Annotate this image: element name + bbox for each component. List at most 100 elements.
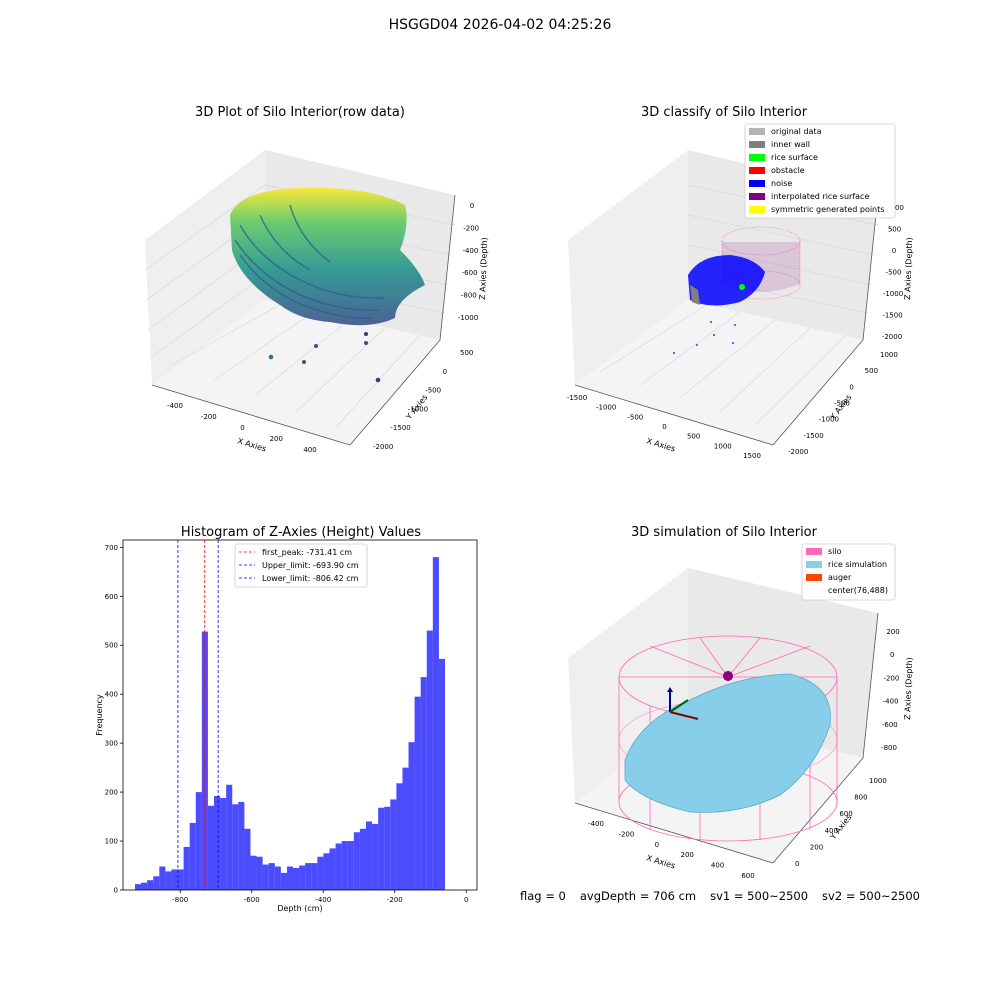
classify-legend-label: interpolated rice surface [771,192,869,201]
sv2-text: sv2 = 500~2500 [822,889,920,903]
status-footer: flag = 0 avgDepth = 706 cm sv1 = 500~2500 s… [520,889,934,903]
classify-z-tick-label: -1000 [883,290,903,298]
simulation-x-label: X Axies [645,853,676,870]
simulation-panel: 3D simulation of Silo Interior -400 -200 0… [568,525,914,880]
figure-title: HSGGD04 2026-04-02 04:25:26 [388,17,612,33]
simulation-x-tick-label: -400 [588,820,604,828]
classify-legend-swatch [749,180,765,187]
histogram-y-tick-label: 500 [105,642,118,650]
raw-z-tick-label: -800 [461,292,477,300]
histogram-bar [390,799,397,890]
flag-text: flag = 0 [520,889,566,903]
raw-x-tick-label: 200 [270,435,283,443]
histogram-bar [171,869,178,890]
histogram-bar [353,832,360,890]
simulation-y-tick-label: 800 [854,794,867,802]
raw-point-cloud [230,187,425,326]
histogram-bar [177,869,184,890]
classify-grid [599,184,879,426]
classify-y-tick-label: -1000 [819,416,839,424]
histogram-legend-entries: first_peak: -731.41 cm Upper_limit: -693.… [239,548,359,583]
classify-y-tick-label: 0 [849,383,853,391]
histogram-threshold-lines [177,540,219,890]
histogram-bar [238,801,245,890]
raw-y-tick-label: -500 [425,387,441,395]
histogram-legend [234,543,368,588]
classify-panel: 3D classify of Silo Interior -1500 -1000 [567,105,914,460]
histogram-y-label: Frequency [95,694,104,736]
simulation-legend-swatch [806,548,822,555]
histogram-bar [329,848,336,890]
classify-z-tick-label: -1500 [882,312,902,320]
histogram-bar [280,872,287,890]
classify-y-tick-label: 500 [865,367,878,375]
histogram-bar [195,792,202,890]
histogram-bar [250,855,257,890]
classify-legend-label: original data [771,127,822,136]
simulation-z-tick-label: 200 [886,628,899,636]
raw-x-label: X Axies [236,436,267,453]
histogram-x-label: Depth (cm) [277,904,322,913]
classify-legend-swatch [749,154,765,161]
classify-y-tick-label: -2000 [788,448,808,456]
histogram-bar [134,884,142,890]
histogram-bar [232,804,239,890]
histogram-bar [293,867,300,890]
simulation-y-tick-label: 0 [795,860,799,868]
classify-legend-swatch [749,193,765,200]
simulation-legend-swatch [806,561,822,568]
raw-z-tick-label: -600 [462,269,478,277]
simulation-x-tick-label: 600 [741,872,754,880]
raw-x-tick-label: 400 [303,446,316,454]
classify-inner-wall-points [690,285,700,305]
histogram-y-tick-label: 600 [105,593,118,601]
classify-pane-floor [575,300,863,445]
raw-z-tick-label: 0 [470,202,474,210]
classify-z-tick-label: -500 [886,269,902,277]
raw-z-label: Z Axies (Depth) [478,237,489,300]
histogram-bar [226,784,233,890]
simulation-x-tick-label: -200 [618,830,634,838]
classify-z-label: Z Axies (Depth) [903,237,914,300]
classify-legend-entries: original data inner wall rice surface obsta… [749,127,884,214]
classify-pane-back-left [568,150,688,385]
histogram-bar [147,880,154,890]
simulation-z-tick-label: -600 [882,721,898,729]
histogram-bar [299,865,306,890]
histogram-bar [414,696,421,890]
classify-legend-swatch [749,128,765,135]
histogram-bar [408,742,415,890]
simulation-y-tick-label: 200 [810,843,823,851]
raw-scan-rings [234,204,386,319]
classify-legend-label: noise [771,179,792,188]
classify-x-tick-label: 1000 [714,442,732,450]
simulation-y-tick-label: 400 [825,827,838,835]
simulation-z-tick-label: 0 [890,651,894,659]
simulation-panel-title: 3D simulation of Silo Interior [631,525,818,540]
histogram-title: Histogram of Z-Axies (Height) Values [181,525,421,540]
classify-x-tick-label: 1500 [743,452,761,460]
classify-noise-outliers [673,321,736,354]
histogram-bar [378,807,385,890]
histogram-x-tick-label: -800 [172,896,188,904]
histogram-bar [153,876,160,890]
simulation-z-label: Z Axies (Depth) [903,657,914,720]
histogram-x-tick-label: -600 [244,896,260,904]
histogram-x-tick-label: -200 [387,896,403,904]
histogram-bar [335,843,342,890]
histogram-bar [420,677,427,890]
histogram-legend-label: Lower_limit: -806.42 cm [262,574,359,583]
simulation-z-tick-label: -800 [881,744,897,752]
histogram-bar [214,796,221,890]
classify-legend [744,123,896,219]
classify-x-tick-label: 500 [687,433,700,441]
raw-outlier-points [268,332,381,383]
classify-x-label: X Axies [645,436,676,453]
simulation-legend-label: silo [828,547,842,556]
classify-noise-cluster [688,255,765,306]
simulation-z-tick-label: -200 [883,674,899,682]
histogram-bar [323,853,330,890]
